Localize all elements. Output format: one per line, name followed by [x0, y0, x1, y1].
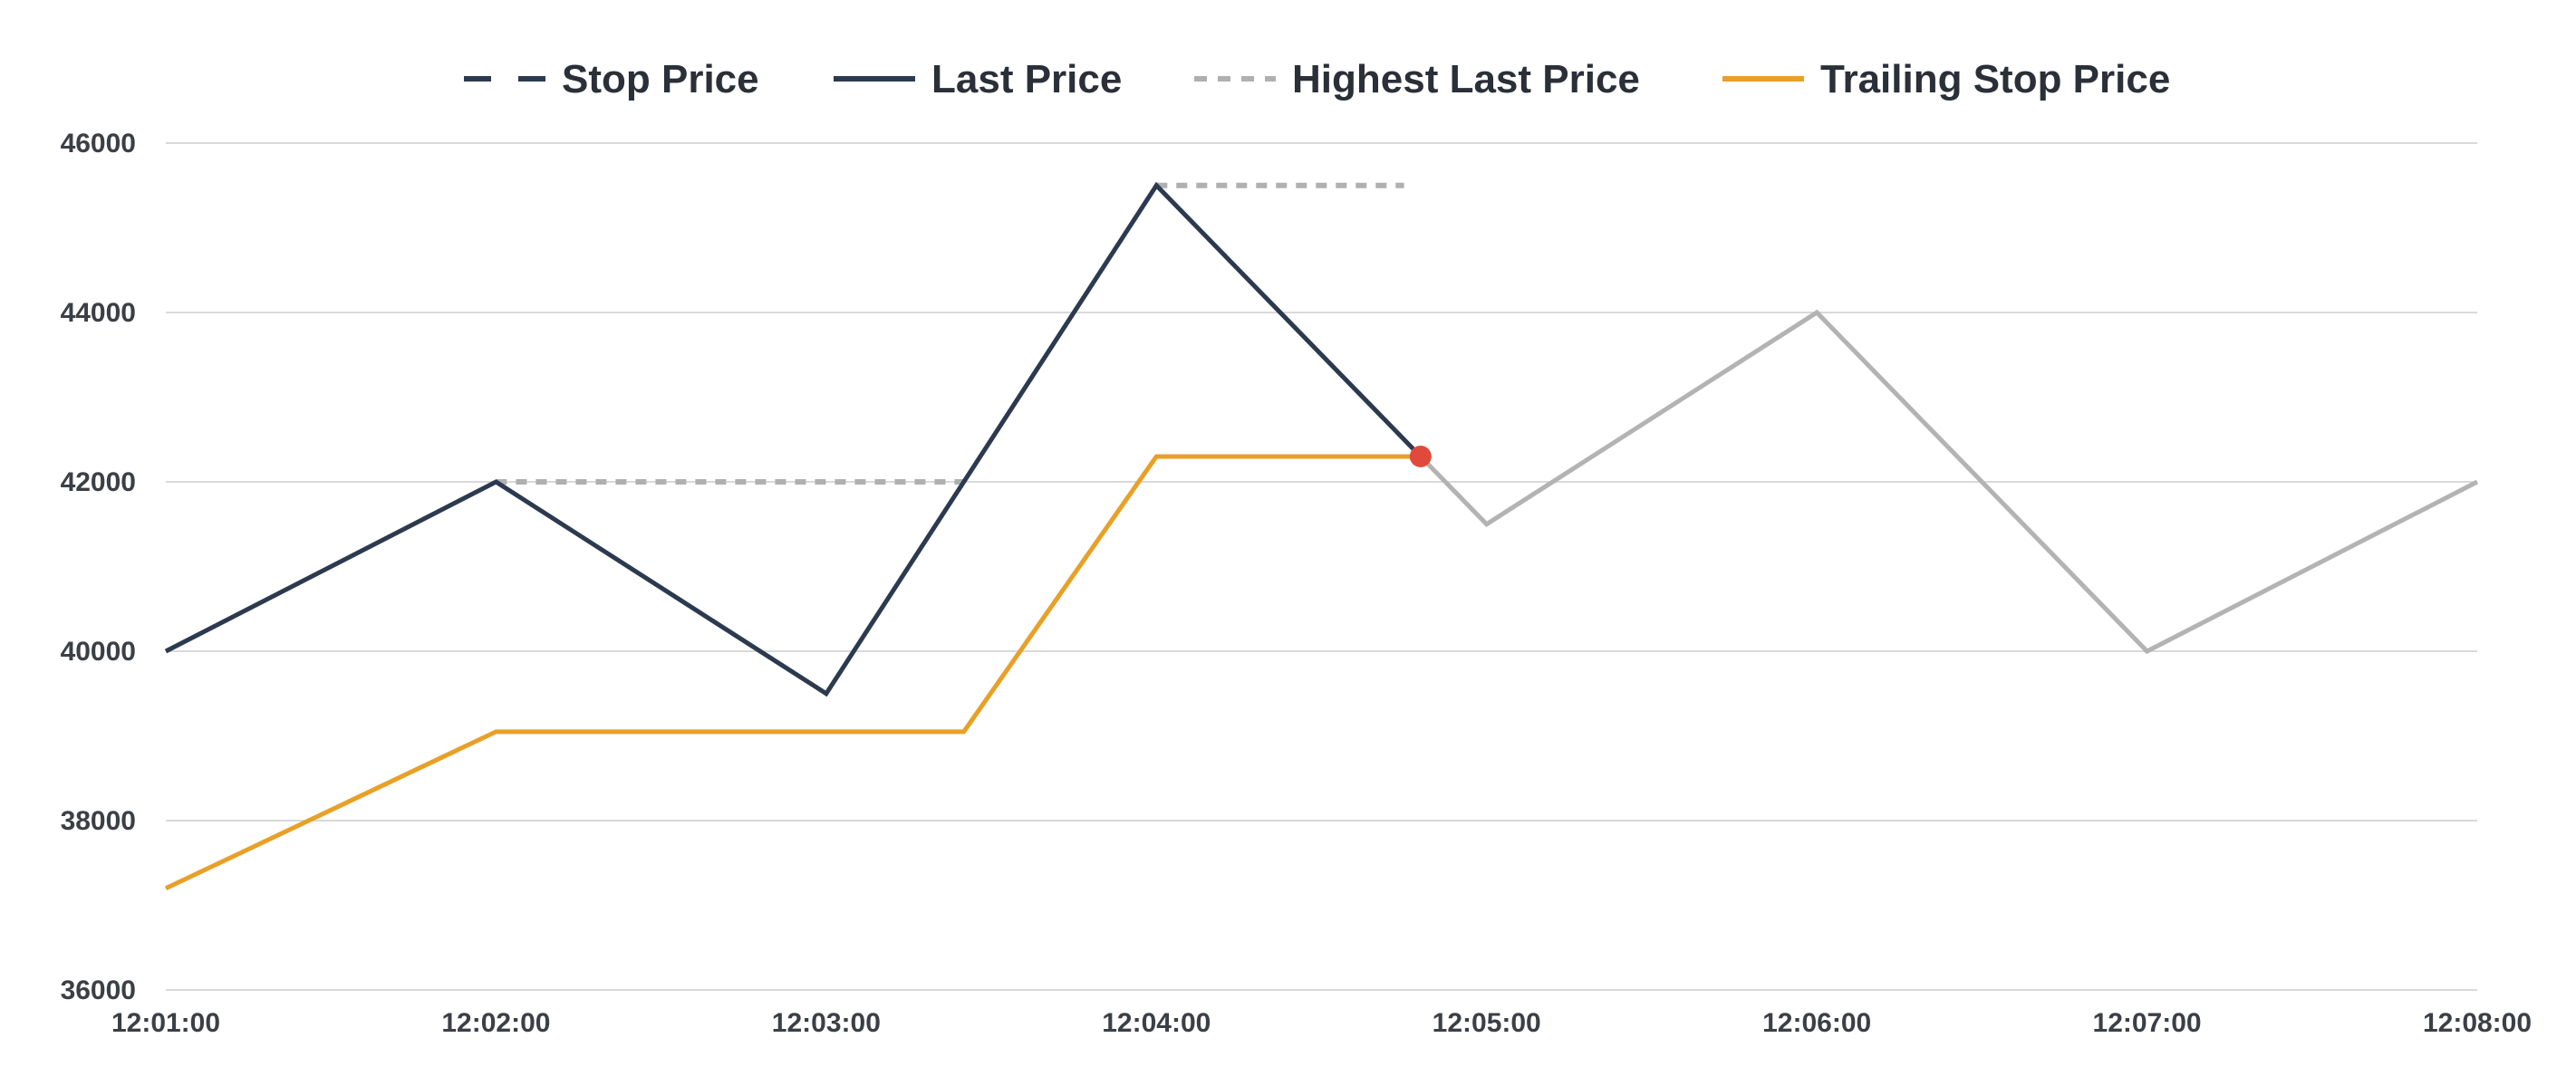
y-tick-label: 40000	[61, 637, 136, 667]
highest-last-price-legend-label: Highest Last Price	[1292, 57, 1640, 101]
x-tick-label: 12:07:00	[2093, 1008, 2202, 1038]
trailing-stop-price-line	[164, 454, 1421, 891]
x-tick-label: 12:05:00	[1433, 1008, 1541, 1038]
y-axis: 46000 44000 42000 40000 38000 36000	[61, 129, 136, 1005]
y-tick-label: 46000	[61, 129, 136, 159]
chart-series	[164, 181, 2479, 891]
last-price-after-trigger-line	[1419, 309, 2479, 655]
y-tick-label: 36000	[61, 975, 136, 1005]
x-tick-label: 12:06:00	[1762, 1008, 1871, 1038]
y-tick-label: 44000	[61, 298, 136, 328]
chart-gridlines	[166, 142, 2477, 991]
y-tick-label: 38000	[61, 806, 136, 836]
x-axis: 12:01:00 12:02:00 12:03:00 12:04:00 12:05:00…	[111, 1008, 2532, 1038]
chart-legend: Stop Price Last Price Highest Last Price Tr…	[464, 57, 2170, 101]
x-tick-label: 12:02:00	[441, 1008, 550, 1038]
x-tick-label: 12:04:00	[1102, 1008, 1211, 1038]
stop-trigger-point	[1409, 445, 1432, 467]
y-tick-label: 42000	[61, 467, 136, 497]
last-price-legend-label: Last Price	[931, 57, 1122, 101]
trailing-stop-price-legend-label: Trailing Stop Price	[1820, 57, 2170, 101]
stop-price-legend-label: Stop Price	[562, 57, 759, 101]
x-tick-label: 12:01:00	[111, 1008, 220, 1038]
last-price-line	[164, 181, 1423, 697]
x-tick-label: 12:03:00	[772, 1008, 881, 1038]
x-tick-label: 12:08:00	[2423, 1008, 2532, 1038]
